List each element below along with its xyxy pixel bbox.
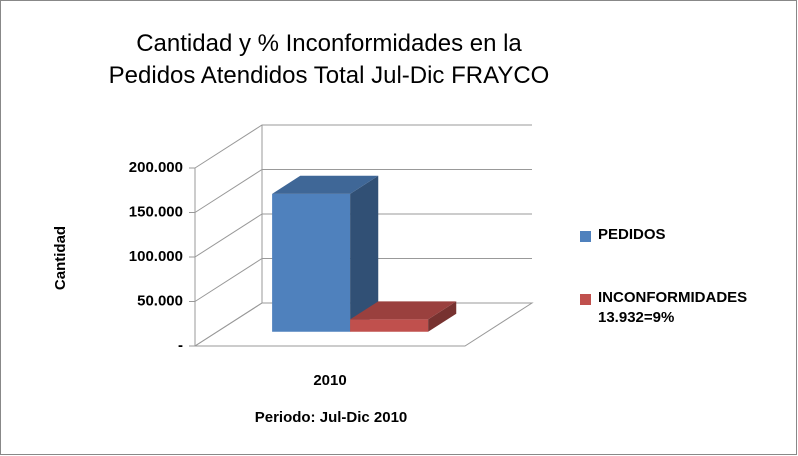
- x-axis-label: Periodo: Jul-Dic 2010: [255, 409, 408, 426]
- bar-top: [350, 301, 457, 320]
- x-tick-label: 2010: [313, 372, 346, 389]
- y-tick-label: -: [178, 337, 183, 354]
- y-axis-label: Cantidad: [52, 226, 69, 290]
- bar-front: [272, 193, 351, 332]
- bar-side: [428, 301, 457, 332]
- y-tick-label: 100.000: [129, 248, 183, 265]
- chart-title: Cantidad y % Inconformidades en la Pedid…: [108, 30, 550, 89]
- legend-label: INCONFORMIDADES 13.932=9%: [598, 289, 748, 326]
- y-tick-label: 150.000: [129, 203, 183, 220]
- grid-line: [194, 258, 532, 302]
- y-tick-label: 200.000: [129, 159, 183, 176]
- legend-label: PEDIDOS: [598, 226, 666, 243]
- grid-line: [194, 213, 532, 258]
- grid-line: [194, 169, 532, 213]
- bar-front: [350, 319, 429, 332]
- legend-key: [580, 294, 591, 305]
- grid-line: [194, 124, 532, 169]
- legend-key: [580, 231, 591, 242]
- bar-side: [350, 175, 379, 332]
- y-tick-label: 50.000: [137, 292, 183, 309]
- bar-top: [272, 175, 379, 194]
- bar: [272, 175, 379, 332]
- bar: [350, 301, 457, 332]
